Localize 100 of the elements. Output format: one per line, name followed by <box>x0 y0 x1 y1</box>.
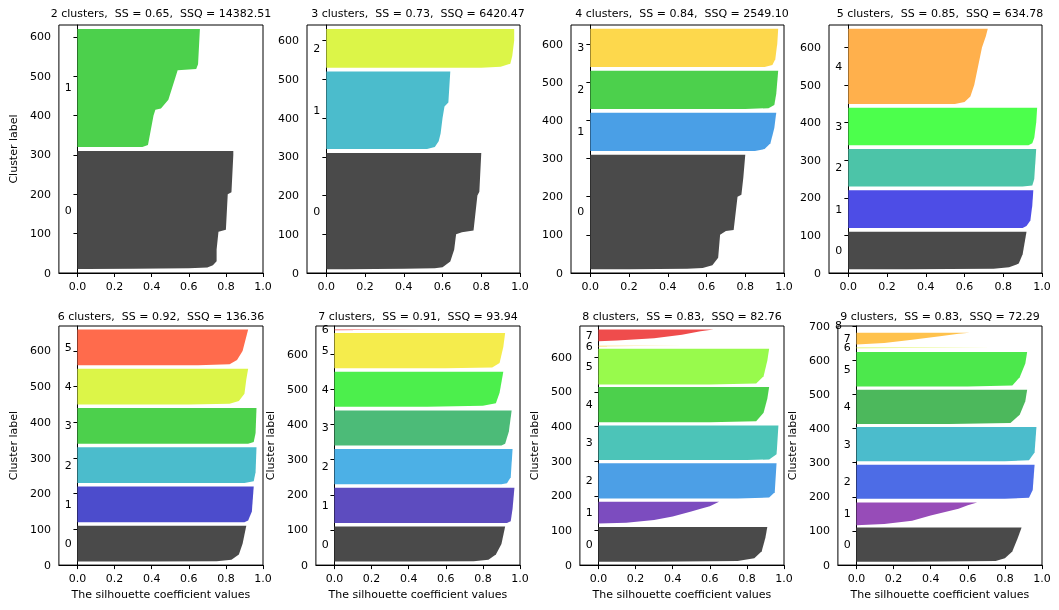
series-label: 4 <box>321 382 329 396</box>
x-tick-label: 1.0 <box>775 280 793 293</box>
y-tick-label: 200 <box>29 187 51 201</box>
x-tick-label: 1.0 <box>511 572 529 586</box>
series-label: 2 <box>64 458 72 472</box>
y-tick-label: 0 <box>822 558 830 572</box>
y-tick-label: 600 <box>800 41 821 55</box>
series-label: 0 <box>843 538 851 552</box>
x-tick-label: 0.8 <box>994 280 1013 293</box>
series-label: 1 <box>835 202 843 216</box>
x-tick-label: 0.8 <box>217 572 235 586</box>
series-label: 7 <box>585 328 593 342</box>
x-tick-label: 1.0 <box>254 572 272 586</box>
x-axis-title: The silhouette coefficient values <box>327 588 508 601</box>
x-tick-label: 1.0 <box>511 280 529 293</box>
y-tick-label: 100 <box>29 522 51 536</box>
x-tick-label: 1.0 <box>254 280 272 293</box>
y-tick-label: 200 <box>550 489 572 503</box>
series-label: 0 <box>64 537 72 551</box>
y-tick-label: 600 <box>278 34 299 47</box>
series-label: 1 <box>577 125 585 139</box>
y-tick-label: 200 <box>800 191 821 205</box>
y-tick-label: 600 <box>542 37 563 51</box>
series-label: 6 <box>321 323 329 337</box>
x-tick-label: 0.2 <box>356 280 374 293</box>
y-tick-label: 400 <box>800 116 821 130</box>
x-axis-title: The silhouette coefficient values <box>591 588 772 601</box>
x-tick-label: 0.4 <box>917 280 935 293</box>
x-tick-label: 1.0 <box>1033 572 1051 586</box>
series-label: 5 <box>843 362 851 376</box>
y-tick-label: 100 <box>278 227 299 241</box>
x-tick-label: 1.0 <box>775 572 793 586</box>
x-tick-label: 0.6 <box>433 280 452 293</box>
y-tick-label: 400 <box>542 113 563 127</box>
x-tick-label: 0.6 <box>701 572 719 586</box>
y-tick-label: 0 <box>556 266 563 280</box>
y-tick-label: 500 <box>29 380 51 394</box>
x-tick-label: 0.0 <box>317 280 336 293</box>
series-label: 2 <box>577 83 585 97</box>
x-tick-label: 0.6 <box>180 572 198 586</box>
chart-title: 3 clusters, SS = 0.73, SSQ = 6420.47 <box>311 7 525 20</box>
x-tick-label: 0.2 <box>626 572 645 586</box>
x-tick-label: 0.4 <box>399 572 418 586</box>
y-axis-title: Cluster label <box>528 410 541 481</box>
x-tick-label: 0.8 <box>996 572 1014 586</box>
x-tick-label: 0.6 <box>697 280 716 293</box>
x-tick-label: 0.0 <box>847 572 866 586</box>
x-tick-label: 0.0 <box>839 280 858 293</box>
y-tick-label: 700 <box>808 319 830 333</box>
y-tick-label: 500 <box>29 69 51 83</box>
x-tick-label: 0.2 <box>884 572 903 586</box>
series-label: 2 <box>321 460 329 474</box>
y-tick-label: 100 <box>29 227 51 241</box>
y-tick-label: 100 <box>808 524 830 538</box>
chart-title: 5 clusters, SS = 0.85, SSQ = 634.78 <box>836 7 1044 20</box>
y-tick-label: 200 <box>286 488 308 502</box>
series-label: 3 <box>577 41 585 55</box>
x-tick-label: 0.8 <box>738 572 756 586</box>
x-tick-label: 0.4 <box>921 572 940 586</box>
y-tick-label: 400 <box>286 417 308 431</box>
y-tick-label: 500 <box>808 387 830 401</box>
series-label: 0 <box>577 205 585 219</box>
x-tick-label: 0.4 <box>142 280 161 293</box>
series-label: 6 <box>585 339 593 353</box>
y-tick-label: 200 <box>808 490 830 504</box>
x-tick-label: 0.0 <box>589 572 608 586</box>
y-tick-label: 0 <box>300 558 308 572</box>
x-tick-label: 0.0 <box>581 280 600 293</box>
x-tick-label: 0.6 <box>437 572 455 586</box>
series-label: 0 <box>585 537 593 551</box>
series-label: 4 <box>585 398 593 412</box>
series-label: 5 <box>64 340 72 354</box>
series-label: 1 <box>843 507 851 521</box>
series-label: 4 <box>843 400 851 414</box>
x-tick-label: 0.4 <box>395 280 413 293</box>
y-tick-label: 0 <box>814 266 821 280</box>
y-tick-label: 300 <box>29 451 51 465</box>
y-tick-label: 600 <box>550 350 572 364</box>
chart-title: 2 clusters, SS = 0.65, SSQ = 14382.51 <box>50 7 272 20</box>
series-label: 3 <box>64 419 72 433</box>
x-tick-label: 0.2 <box>620 280 638 293</box>
y-tick-label: 200 <box>542 190 563 204</box>
chart-title: 8 clusters, SS = 0.83, SSQ = 82.76 <box>582 310 782 323</box>
series-label: 3 <box>835 119 843 133</box>
series-label: 1 <box>64 81 72 95</box>
series-label: 3 <box>321 421 329 435</box>
y-axis-title: Cluster label <box>7 410 20 481</box>
y-tick-label: 200 <box>29 487 51 501</box>
x-tick-label: 0.8 <box>474 572 492 586</box>
series-label: 0 <box>321 537 329 551</box>
y-tick-label: 500 <box>286 382 308 396</box>
y-tick-label: 200 <box>278 189 299 202</box>
series-label: 4 <box>835 59 843 73</box>
series-label: 2 <box>835 161 843 175</box>
y-tick-label: 500 <box>278 72 299 86</box>
x-tick-label: 0.0 <box>68 280 87 293</box>
x-tick-label: 0.0 <box>325 572 344 586</box>
y-tick-label: 400 <box>29 109 51 123</box>
x-tick-label: 0.2 <box>362 572 381 586</box>
x-axis-title: The silhouette coefficient values <box>849 588 1030 601</box>
